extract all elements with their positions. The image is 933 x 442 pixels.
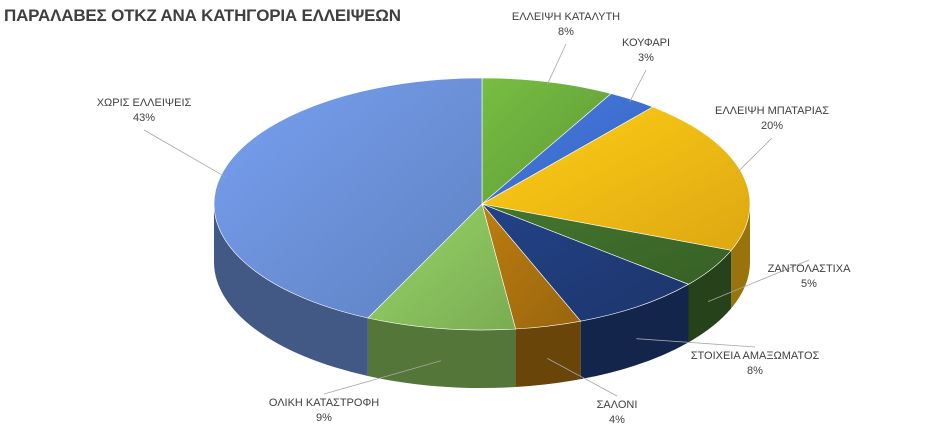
data-label-3: ΖΑΝΤΟΛΑΣΤΙΧΑ 5%: [768, 262, 851, 292]
pie-side-7: [214, 204, 368, 377]
data-label-7: ΧΩΡΙΣ ΕΛΛΕΙΨΕΙΣ 43%: [97, 96, 192, 126]
data-label-value: 8%: [558, 26, 574, 38]
leader-line-6: [323, 360, 442, 395]
data-label-value: 5%: [801, 278, 817, 290]
data-label-1: ΚΟΥΦΑΡΙ 3%: [622, 36, 670, 66]
pie-slice-7: [213, 77, 483, 319]
leader-line-2: [736, 137, 773, 174]
leader-line-5: [547, 358, 618, 397]
data-label-4: ΣΤΟΙΧΕΙΑ ΑΜΑΞΩΜΑΤΟΣ 8%: [691, 349, 820, 379]
data-label-name: ΕΛΛΕΙΨΗ ΜΠΑΤΑΡΙΑΣ: [714, 105, 830, 117]
data-label-6: ΟΛΙΚΗ ΚΑΤΑΣΤΡΟΦΗ 9%: [269, 396, 379, 426]
pie-side-2: [731, 204, 750, 309]
leader-line-4: [636, 338, 756, 348]
data-label-0: ΕΛΛΕΙΨΗ ΚΑΤΑΛΥΤΗ 8%: [512, 10, 620, 40]
pie-side-3: [688, 250, 732, 343]
pie-slice-4: [481, 203, 690, 322]
pie-side-6: [367, 318, 516, 388]
data-label-name: ΖΑΝΤΟΛΑΣΤΙΧΑ: [767, 263, 851, 275]
leader-line-7: [143, 129, 226, 178]
data-label-value: 9%: [316, 412, 332, 424]
data-label-value: 43%: [132, 112, 156, 124]
data-label-value: 20%: [760, 120, 784, 132]
chart-title: ΠΑΡΑΛΑΒΕΣ ΟΤΚΖ ΑΝΑ ΚΑΤΗΓΟΡΙΑ ΕΛΛΕΙΨΕΩΝ: [4, 6, 401, 25]
leader-line-0: [546, 43, 567, 85]
data-label-value: 4%: [609, 414, 625, 426]
pie-slice-2: [481, 106, 751, 251]
data-label-name: ΟΛΙΚΗ ΚΑΤΑΣΤΡΟΦΗ: [268, 397, 380, 409]
data-label-name: ΣΤΟΙΧΕΙΑ ΑΜΑΞΩΜΑΤΟΣ: [690, 350, 820, 362]
data-label-5: ΣΑΛΟΝΙ 4%: [597, 398, 638, 428]
pie-side-5: [515, 321, 581, 388]
data-label-value: 3%: [638, 52, 654, 64]
pie-slice-6: [367, 203, 516, 331]
data-label-value: 8%: [747, 365, 763, 377]
leader-line-1: [629, 69, 647, 103]
data-label-2: ΕΛΛΕΙΨΗ ΜΠΑΤΑΡΙΑΣ 20%: [715, 104, 829, 134]
pie-side-4: [580, 284, 689, 380]
data-label-name: ΣΑΛΟΝΙ: [596, 399, 638, 411]
data-label-name: ΕΛΛΕΙΨΗ ΚΑΤΑΛΥΤΗ: [511, 11, 621, 23]
data-label-name: ΧΩΡΙΣ ΕΛΛΕΙΨΕΙΣ: [96, 97, 192, 109]
data-label-name: ΚΟΥΦΑΡΙ: [621, 37, 671, 49]
leader-line-3: [707, 259, 810, 303]
